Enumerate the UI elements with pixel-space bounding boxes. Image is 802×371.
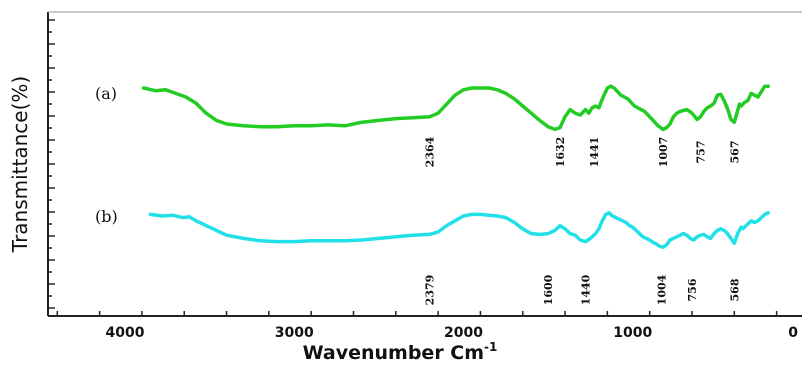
series-line-a: [141, 84, 770, 132]
peak-label: 1632: [554, 137, 567, 168]
peak-labels: 2364 1632 1441 1007 757 567 2379 1600 1440 1004 75…: [424, 136, 742, 305]
series-layer: [141, 84, 770, 249]
y-axis-title: Transmittance(%): [8, 76, 32, 253]
x-tick-label: 3000: [275, 325, 314, 341]
peak-label: 756: [686, 278, 699, 301]
peak-label: 1441: [588, 137, 601, 168]
x-tick-label: 0: [788, 325, 798, 341]
x-axis-title: Wavenumber Cm-1: [303, 340, 498, 364]
x-axis-ticks: 4000 3000 2000 1000 0: [56, 311, 798, 341]
x-axis-title-text: Wavenumber Cm: [303, 342, 484, 364]
x-tick-label: 4000: [106, 325, 145, 341]
peak-label: 1007: [657, 137, 670, 168]
x-axis-title-superscript: -1: [484, 340, 497, 354]
series-line-b: [148, 211, 770, 249]
peak-label: 1440: [579, 274, 592, 305]
x-tick-label: 1000: [613, 325, 652, 341]
peak-label: 757: [695, 141, 708, 164]
peak-label: 567: [728, 141, 741, 164]
panel-label-a: (a): [95, 84, 117, 103]
peak-label: 2364: [424, 136, 437, 167]
panel-label-b: (b): [95, 207, 118, 226]
peak-label: 568: [728, 278, 741, 301]
y-axis-ticks: [48, 19, 55, 309]
peak-label: 1600: [542, 274, 555, 305]
peak-label: 2379: [424, 275, 437, 306]
x-tick-label: 2000: [444, 325, 483, 341]
peak-label: 1004: [656, 274, 669, 305]
